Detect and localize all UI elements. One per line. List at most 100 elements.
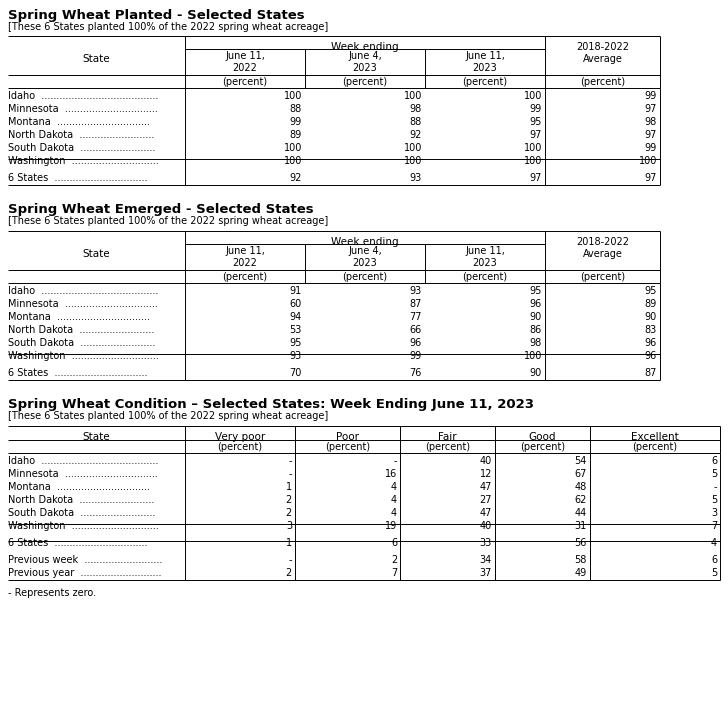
Text: (percent): (percent) <box>342 77 387 87</box>
Text: 100: 100 <box>284 156 302 166</box>
Text: 99: 99 <box>645 91 657 101</box>
Text: 97: 97 <box>644 130 657 140</box>
Text: 97: 97 <box>644 173 657 183</box>
Text: 99: 99 <box>645 143 657 153</box>
Text: 5: 5 <box>711 469 717 479</box>
Text: 44: 44 <box>574 508 587 518</box>
Text: 2018-2022
Average: 2018-2022 Average <box>576 42 629 63</box>
Text: 6: 6 <box>391 538 397 548</box>
Text: 95: 95 <box>290 338 302 348</box>
Text: Very poor: Very poor <box>215 432 265 442</box>
Text: (percent): (percent) <box>580 272 625 282</box>
Text: 4: 4 <box>391 495 397 505</box>
Text: 98: 98 <box>530 338 542 348</box>
Text: Montana  ...............................: Montana ............................... <box>8 117 150 127</box>
Text: 2: 2 <box>286 508 292 518</box>
Text: 1: 1 <box>286 538 292 548</box>
Text: (percent): (percent) <box>342 272 387 282</box>
Text: 88: 88 <box>290 104 302 114</box>
Text: 49: 49 <box>574 568 587 578</box>
Text: 90: 90 <box>530 312 542 322</box>
Text: 12: 12 <box>480 469 492 479</box>
Text: 62: 62 <box>574 495 587 505</box>
Text: -: - <box>288 469 292 479</box>
Text: Spring Wheat Condition – Selected States: Week Ending June 11, 2023: Spring Wheat Condition – Selected States… <box>8 398 534 411</box>
Text: Washington  .............................: Washington ............................. <box>8 156 159 166</box>
Text: Fair: Fair <box>438 432 456 442</box>
Text: 100: 100 <box>523 143 542 153</box>
Text: June 11,
2023: June 11, 2023 <box>465 246 505 268</box>
Text: -: - <box>394 456 397 466</box>
Text: 3: 3 <box>286 521 292 531</box>
Text: 98: 98 <box>645 117 657 127</box>
Text: 98: 98 <box>410 104 422 114</box>
Text: [These 6 States planted 100% of the 2022 spring wheat acreage]: [These 6 States planted 100% of the 2022… <box>8 411 328 421</box>
Text: Excellent: Excellent <box>631 432 679 442</box>
Text: 54: 54 <box>574 456 587 466</box>
Text: South Dakota  .........................: South Dakota ......................... <box>8 338 155 348</box>
Text: 87: 87 <box>410 299 422 309</box>
Text: (percent): (percent) <box>218 442 263 452</box>
Text: 87: 87 <box>644 368 657 378</box>
Text: 4: 4 <box>391 508 397 518</box>
Text: 40: 40 <box>480 456 492 466</box>
Text: (percent): (percent) <box>580 77 625 87</box>
Text: 95: 95 <box>530 286 542 296</box>
Text: [These 6 States planted 100% of the 2022 spring wheat acreage]: [These 6 States planted 100% of the 2022… <box>8 22 328 32</box>
Text: 58: 58 <box>574 555 587 565</box>
Text: Week ending: Week ending <box>331 42 399 52</box>
Text: 4: 4 <box>711 538 717 548</box>
Text: 90: 90 <box>530 368 542 378</box>
Text: June 4,
2023: June 4, 2023 <box>348 246 382 268</box>
Text: 93: 93 <box>410 173 422 183</box>
Text: 6: 6 <box>711 555 717 565</box>
Text: June 11,
2023: June 11, 2023 <box>465 51 505 73</box>
Text: 93: 93 <box>290 351 302 361</box>
Text: 89: 89 <box>290 130 302 140</box>
Text: 96: 96 <box>530 299 542 309</box>
Text: Washington  .............................: Washington ............................. <box>8 521 159 531</box>
Text: 95: 95 <box>530 117 542 127</box>
Text: 2018-2022
Average: 2018-2022 Average <box>576 237 629 258</box>
Text: 90: 90 <box>645 312 657 322</box>
Text: 86: 86 <box>530 325 542 335</box>
Text: 100: 100 <box>284 143 302 153</box>
Text: 47: 47 <box>480 508 492 518</box>
Text: 6 States  ...............................: 6 States ............................... <box>8 173 148 183</box>
Text: Idaho  .......................................: Idaho ..................................… <box>8 286 159 296</box>
Text: (percent): (percent) <box>325 442 370 452</box>
Text: 16: 16 <box>385 469 397 479</box>
Text: 66: 66 <box>410 325 422 335</box>
Text: Poor: Poor <box>336 432 359 442</box>
Text: 5: 5 <box>711 495 717 505</box>
Text: (percent): (percent) <box>223 77 268 87</box>
Text: (percent): (percent) <box>633 442 678 452</box>
Text: 100: 100 <box>403 91 422 101</box>
Text: 89: 89 <box>645 299 657 309</box>
Text: 33: 33 <box>480 538 492 548</box>
Text: 100: 100 <box>284 91 302 101</box>
Text: 47: 47 <box>480 482 492 492</box>
Text: Idaho  .......................................: Idaho ..................................… <box>8 456 159 466</box>
Text: 27: 27 <box>480 495 492 505</box>
Text: 96: 96 <box>645 351 657 361</box>
Text: 53: 53 <box>290 325 302 335</box>
Text: 70: 70 <box>290 368 302 378</box>
Text: 99: 99 <box>530 104 542 114</box>
Text: Week ending: Week ending <box>331 237 399 247</box>
Text: 5: 5 <box>711 568 717 578</box>
Text: 37: 37 <box>480 568 492 578</box>
Text: 7: 7 <box>391 568 397 578</box>
Text: June 11,
2022: June 11, 2022 <box>225 51 265 73</box>
Text: North Dakota  .........................: North Dakota ......................... <box>8 325 154 335</box>
Text: 100: 100 <box>523 91 542 101</box>
Text: 92: 92 <box>410 130 422 140</box>
Text: -: - <box>713 482 717 492</box>
Text: 100: 100 <box>403 156 422 166</box>
Text: 7: 7 <box>711 521 717 531</box>
Text: Previous year  ...........................: Previous year ..........................… <box>8 568 162 578</box>
Text: Previous week  ..........................: Previous week .......................... <box>8 555 162 565</box>
Text: 34: 34 <box>480 555 492 565</box>
Text: 2: 2 <box>391 555 397 565</box>
Text: June 4,
2023: June 4, 2023 <box>348 51 382 73</box>
